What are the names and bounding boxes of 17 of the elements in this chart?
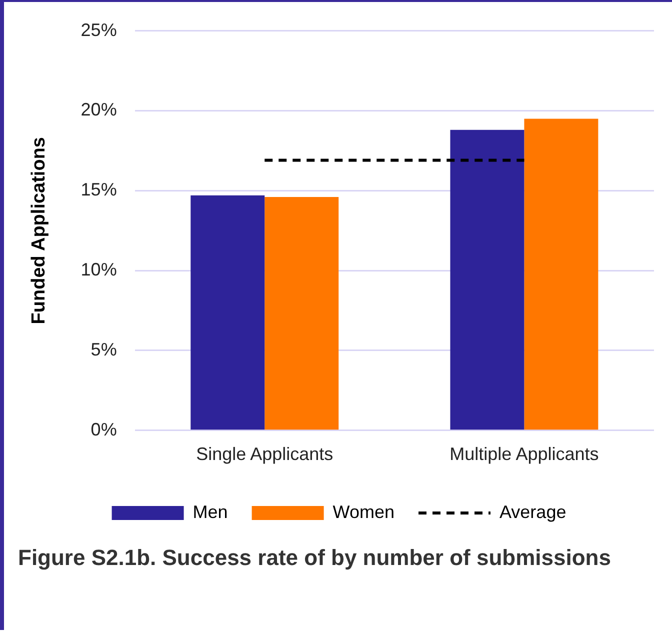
- y-tick-label: 10%: [80, 260, 117, 280]
- x-tick-label: Single Applicants: [196, 444, 334, 464]
- legend-label: Women: [332, 502, 395, 522]
- y-tick-label: 25%: [80, 20, 117, 40]
- bar: [524, 118, 598, 430]
- y-tick-label: 20%: [80, 100, 117, 120]
- y-tick-label: 5%: [90, 339, 117, 360]
- y-tick-label: 0%: [90, 419, 117, 440]
- text: Figure S2.1b. Success rate of by number of submissions: [18, 544, 612, 572]
- y-tick-label: 15%: [80, 180, 117, 200]
- y-axis-title: Funded Applications: [28, 137, 50, 324]
- x-tick-label: Multiple Applicants: [450, 444, 599, 464]
- bar: [450, 130, 524, 430]
- legend-label: Average: [499, 502, 566, 522]
- legend-label: Men: [192, 502, 228, 522]
- bar: [264, 197, 339, 430]
- bar: [190, 195, 265, 430]
